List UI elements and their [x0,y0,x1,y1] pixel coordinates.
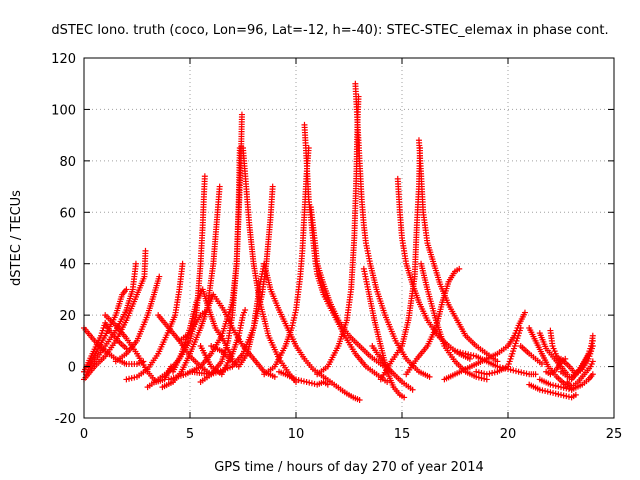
x-tick-label: 0 [80,427,88,442]
data-series [197,307,249,378]
y-tick-label: 100 [51,103,76,118]
series-markers [564,358,596,391]
y-tick-label: 80 [59,155,76,170]
x-tick-label: 5 [186,427,194,442]
plot-frame [83,57,615,419]
series-markers [112,273,163,365]
x-tick-label: 25 [606,427,623,442]
series-markers [314,93,362,378]
data-series [123,260,186,383]
series-markers [261,145,312,378]
data-series [377,145,424,383]
data-series [547,327,564,365]
y-tick-label: 0 [68,361,76,376]
data-series [415,137,501,365]
data-series [314,93,362,378]
data-series [564,358,596,391]
axis-ticks: 0 5 10 15 20 25 -20 0 20 40 60 80 100 120 [51,52,622,442]
data-series [568,332,596,380]
series-markers [568,332,596,380]
data-series [197,145,243,385]
series-markers [517,343,545,367]
grid-lines [84,58,614,418]
series-markers [473,325,524,378]
series-markers [536,330,571,378]
data-points [81,80,596,403]
series-markers [418,260,490,383]
series-markers [403,265,463,378]
series-markers [415,137,501,365]
x-tick-label: 10 [288,427,305,442]
data-series [112,273,163,365]
series-markers [123,260,186,383]
series-markers [547,327,564,365]
y-tick-label: -20 [55,412,76,427]
x-axis-label: GPS time / hours of day 270 of year 2014 [214,460,484,475]
series-markers [240,145,299,385]
y-axis-label: dSTEC / TECUs [9,190,24,286]
y-tick-label: 40 [59,258,76,273]
data-series [276,368,331,388]
data-series [403,265,463,378]
y-tick-label: 120 [51,52,76,67]
series-markers [197,145,243,385]
y-tick-label: 60 [59,206,76,221]
data-series [517,343,545,367]
series-markers [352,80,433,380]
series-markers [276,368,331,388]
data-series [352,80,433,380]
data-series [526,381,579,401]
x-tick-label: 20 [500,427,517,442]
y-tick-label: 20 [59,309,76,324]
series-markers [377,145,424,383]
data-series [536,330,571,378]
series-markers [208,260,268,370]
data-series [473,325,524,378]
series-markers [526,381,579,401]
chart-title: dSTEC Iono. truth (coco, Lon=96, Lat=-12… [51,23,608,38]
x-tick-label: 15 [394,427,411,442]
data-series [240,145,299,385]
data-series [261,145,312,378]
series-markers [197,307,249,378]
data-series [208,260,268,370]
data-series [418,260,490,383]
